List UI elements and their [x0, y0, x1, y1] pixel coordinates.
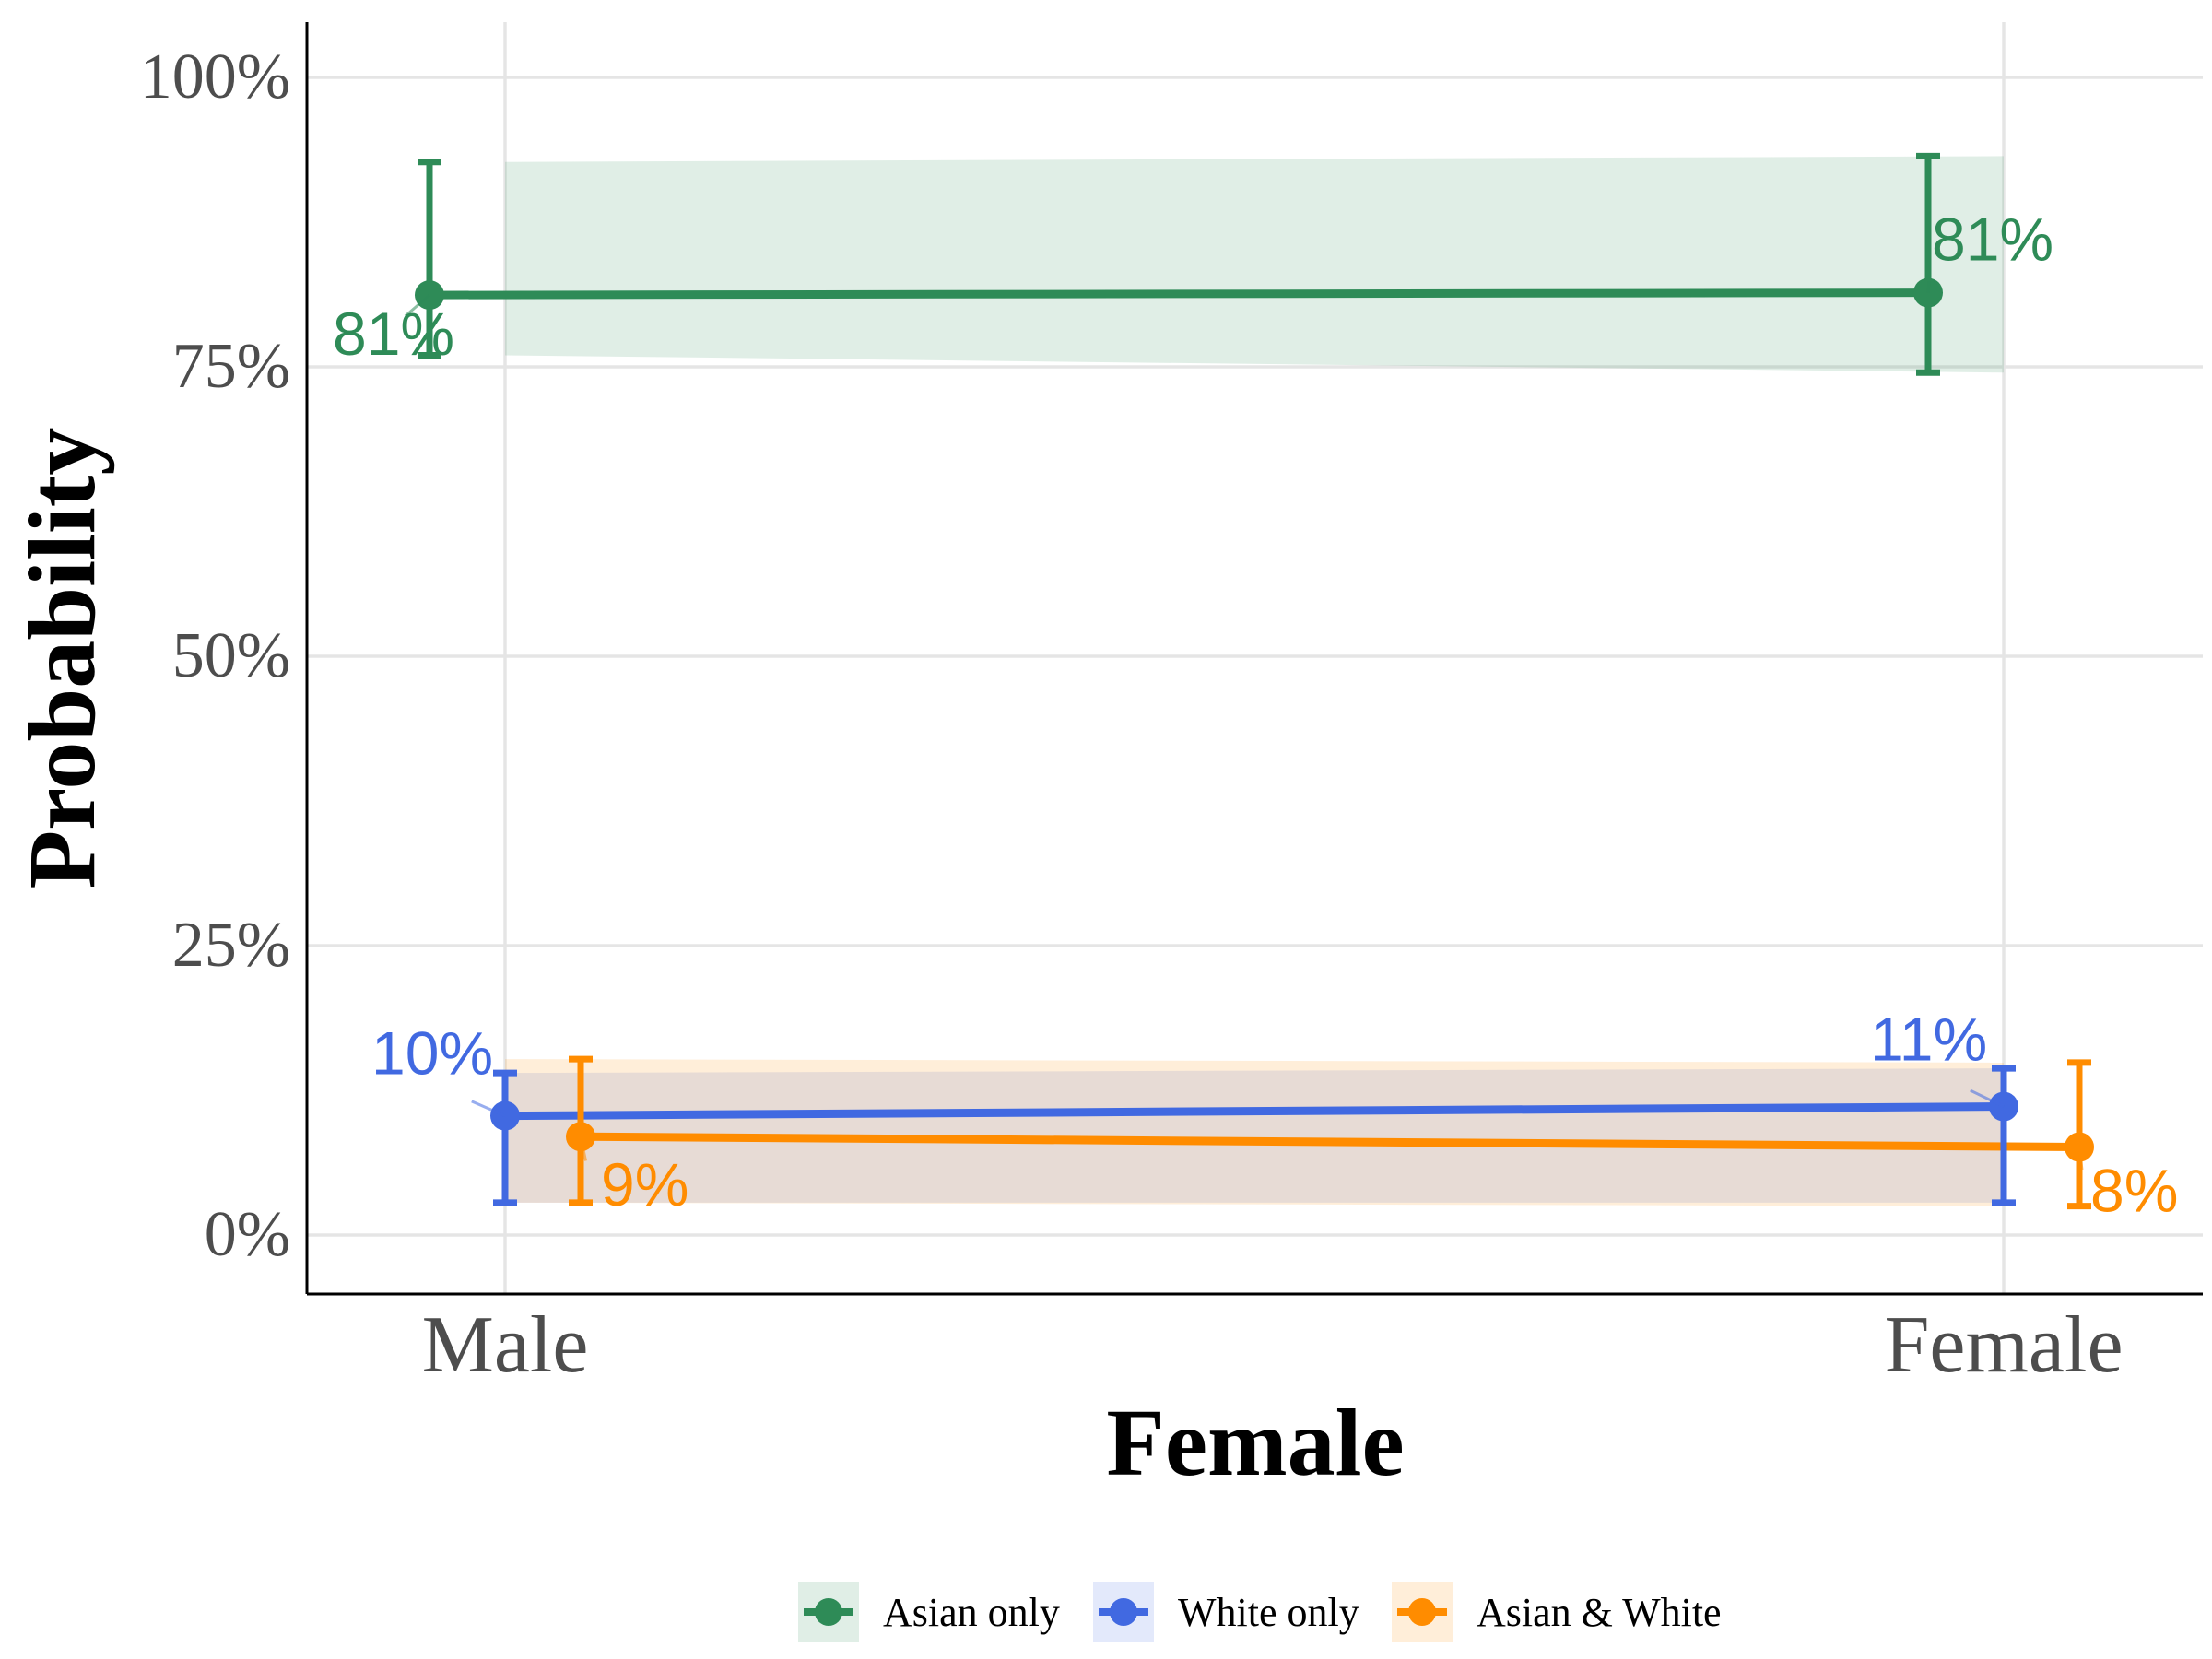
- x-tick-label: Female: [1884, 1300, 2123, 1390]
- gridlines: [307, 22, 2203, 1294]
- legend: Asian only White only Asian & White: [798, 1582, 1722, 1642]
- label-leader: [1926, 281, 1931, 293]
- error-bar: [418, 159, 441, 359]
- data-label: 81%: [333, 300, 454, 368]
- legend-label: Asian & White: [1477, 1590, 1722, 1635]
- x-tick-labels: Male Female: [422, 1300, 2124, 1390]
- legend-item: Asian only: [798, 1582, 1060, 1642]
- x-axis-title: Female: [1106, 1390, 1404, 1496]
- label-leader: [579, 1135, 587, 1161]
- error-bar: [1916, 152, 1940, 376]
- y-tick-label: 100%: [140, 41, 290, 112]
- data-label: 8%: [2090, 1157, 2178, 1225]
- y-tick-label: 25%: [172, 910, 290, 981]
- label-leader: [2077, 1147, 2084, 1171]
- series-lines: [429, 288, 2080, 1152]
- error-bar: [493, 1069, 517, 1206]
- data-label: 81%: [1932, 206, 2053, 274]
- axes: [305, 22, 2203, 1296]
- error-bar: [1992, 1065, 2016, 1206]
- data-labels: 81% 81% 10% 11% 9% 8%: [333, 206, 2178, 1225]
- data-label: 10%: [371, 1019, 493, 1088]
- y-tick-labels: 0% 25% 50% 75% 100%: [140, 41, 290, 1270]
- confidence-band: [505, 1059, 2004, 1206]
- series-line: [580, 1132, 2080, 1152]
- legend-label: Asian only: [883, 1590, 1060, 1635]
- x-tick-label: Male: [422, 1300, 589, 1390]
- confidence-bands: [505, 156, 2004, 1206]
- legend-label: White only: [1178, 1590, 1359, 1635]
- label-leader: [404, 293, 430, 318]
- legend-item: White only: [1093, 1582, 1359, 1642]
- y-tick-label: 75%: [172, 331, 290, 402]
- y-axis-title: Probability: [9, 428, 115, 889]
- label-leader: [471, 1100, 506, 1118]
- confidence-band: [505, 156, 2004, 373]
- confidence-band: [505, 1068, 2004, 1203]
- y-tick-label: 50%: [172, 620, 290, 691]
- data-points: [415, 277, 2094, 1162]
- legend-item: Asian & White: [1392, 1582, 1722, 1642]
- series-line: [504, 1102, 2005, 1121]
- data-label: 11%: [1870, 1006, 1987, 1074]
- label-leader: [1970, 1088, 2005, 1108]
- series-line: [429, 288, 1929, 300]
- data-label: 9%: [601, 1150, 688, 1218]
- y-tick-label: 0%: [205, 1199, 290, 1270]
